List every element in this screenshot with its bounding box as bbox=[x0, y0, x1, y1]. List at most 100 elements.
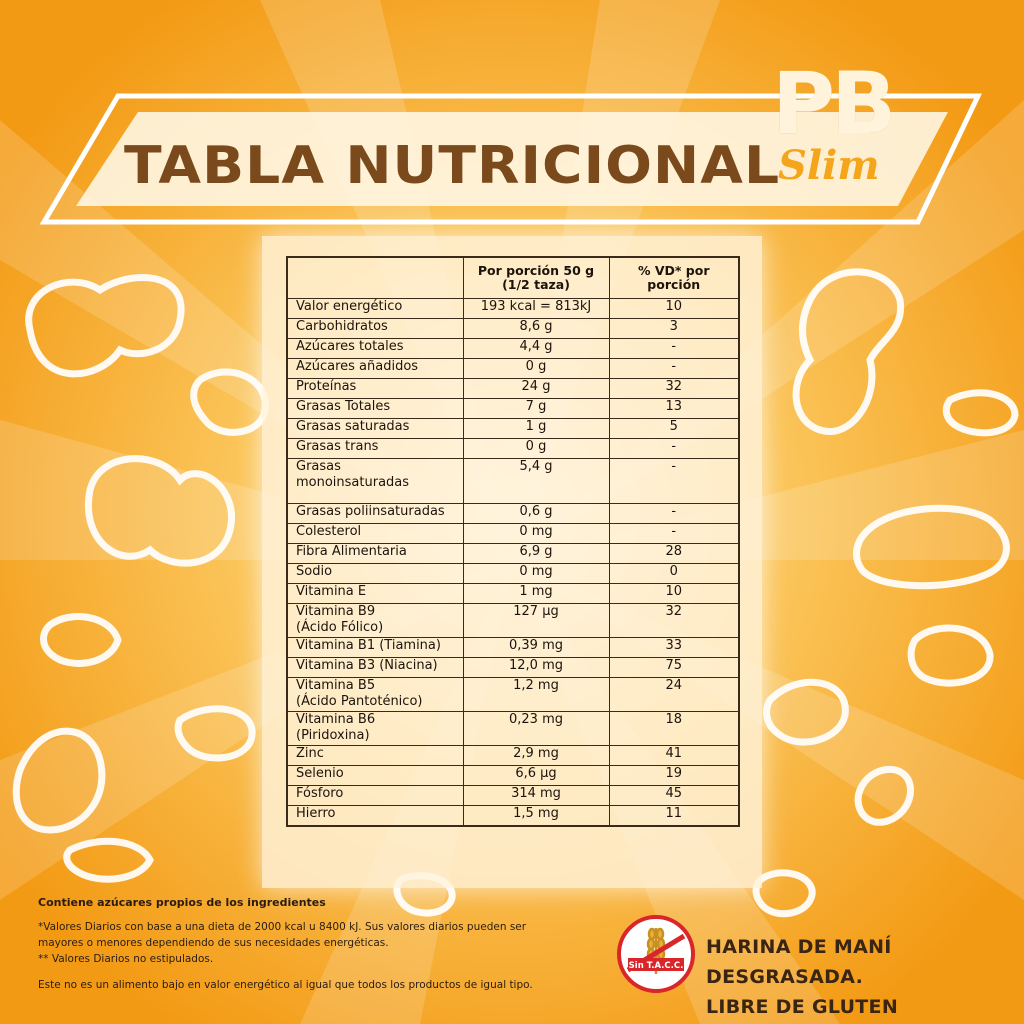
daily-value-percent: - bbox=[608, 438, 740, 459]
daily-value-percent: 13 bbox=[608, 398, 740, 419]
daily-value-percent: - bbox=[608, 358, 740, 379]
daily-value-percent: 24 bbox=[608, 677, 740, 712]
table-row: Vitamina B1 (Tiamina) 0,39 mg 33 bbox=[286, 637, 740, 658]
table-row: Colesterol 0 mg - bbox=[286, 523, 740, 544]
per-serving-value: 1,2 mg bbox=[462, 677, 610, 712]
per-serving-value: 193 kcal = 813kJ bbox=[462, 298, 610, 319]
table-header-row: Por porción 50 g (1/2 taza) % VD* por porc… bbox=[286, 256, 740, 299]
nutrient-name: Carbohidratos bbox=[286, 318, 464, 339]
nutrient-name: Grasas monoinsaturadas bbox=[286, 458, 464, 504]
daily-value-note-1: *Valores Diarios con base a una dieta de… bbox=[38, 921, 527, 933]
nutrient-name: Vitamina E bbox=[286, 583, 464, 604]
table-row: Valor energético 193 kcal = 813kJ 10 bbox=[286, 298, 740, 319]
daily-value-percent: 0 bbox=[608, 563, 740, 584]
table-row: Zinc 2,9 mg 41 bbox=[286, 745, 740, 766]
daily-value-percent: 33 bbox=[608, 637, 740, 658]
nutrition-table: Por porción 50 g (1/2 taza) % VD* por porc… bbox=[286, 256, 740, 827]
per-serving-value: 2,9 mg bbox=[462, 745, 610, 766]
per-serving-value: 314 mg bbox=[462, 785, 610, 806]
brand-logo-slim: Slim bbox=[778, 142, 880, 189]
table-row: Selenio 6,6 µg 19 bbox=[286, 765, 740, 786]
table-row: Grasas trans 0 g- bbox=[286, 438, 740, 459]
daily-value-percent: - bbox=[608, 458, 740, 504]
claim-line-2: LIBRE DE GLUTEN bbox=[706, 996, 899, 1018]
table-row: Vitamina B9 (Ácido Fólico) 127 µg 32 bbox=[286, 603, 740, 638]
nutrient-name: Vitamina B5 (Ácido Pantoténico) bbox=[286, 677, 464, 712]
per-serving-value: 6,6 µg bbox=[462, 765, 610, 786]
page-title: TABLA NUTRICIONAL bbox=[124, 136, 781, 196]
peanut-icon bbox=[12, 727, 106, 834]
table-row: Fósforo 314 mg 45 bbox=[286, 785, 740, 806]
per-serving-value: 0 mg bbox=[462, 523, 610, 544]
daily-value-percent: - bbox=[608, 503, 740, 524]
daily-value-percent: - bbox=[608, 523, 740, 544]
peanut-icon bbox=[85, 455, 236, 567]
daily-value-percent: 32 bbox=[608, 378, 740, 399]
nutrient-name: Grasas saturadas bbox=[286, 418, 464, 439]
per-serving-value: 0,39 mg bbox=[462, 637, 610, 658]
table-row: Grasas poliinsaturadas 0,6 g- bbox=[286, 503, 740, 524]
peanut-icon bbox=[25, 274, 185, 378]
table-row: Azúcares totales 4,4 g- bbox=[286, 338, 740, 359]
peanut-icon bbox=[792, 268, 905, 435]
nutrient-name: Valor energético bbox=[286, 298, 464, 319]
table-row: Vitamina B6 (Piridoxina) 0,23 mg 18 bbox=[286, 711, 740, 746]
header-daily-value: % VD* por porción bbox=[608, 256, 740, 299]
nutrient-name: Zinc bbox=[286, 745, 464, 766]
peanut-icon bbox=[942, 389, 1019, 437]
daily-value-percent: 10 bbox=[608, 583, 740, 604]
table-row: Vitamina B5 (Ácido Pantoténico) 1,2 mg 24 bbox=[286, 677, 740, 712]
per-serving-value: 4,4 g bbox=[462, 338, 610, 359]
peanut-icon bbox=[190, 368, 269, 436]
peanut-icon bbox=[854, 766, 915, 826]
brand-logo-pb: PB bbox=[772, 54, 897, 154]
nutrient-name: Vitamina B6 (Piridoxina) bbox=[286, 711, 464, 746]
daily-value-percent: 75 bbox=[608, 657, 740, 678]
table-row: Sodio 0 mg 0 bbox=[286, 563, 740, 584]
daily-value-percent: 19 bbox=[608, 765, 740, 786]
table-row: Grasas Totales 7 g 13 bbox=[286, 398, 740, 419]
nutrient-name: Hierro bbox=[286, 805, 464, 826]
nutrient-name: Azúcares totales bbox=[286, 338, 464, 359]
table-row: Hierro 1,5 mg 11 bbox=[286, 805, 740, 826]
daily-value-percent: 41 bbox=[608, 745, 740, 766]
per-serving-value: 6,9 g bbox=[462, 543, 610, 564]
per-serving-value: 7 g bbox=[462, 398, 610, 419]
seal-text: Sin T.A.C.C. bbox=[629, 961, 684, 971]
peanut-icon bbox=[853, 504, 1010, 590]
nutrient-name: Azúcares añadidos bbox=[286, 358, 464, 379]
per-serving-value: 12,0 mg bbox=[462, 657, 610, 678]
daily-value-percent: 28 bbox=[608, 543, 740, 564]
per-serving-value: 1 g bbox=[462, 418, 610, 439]
daily-value-percent: 5 bbox=[608, 418, 740, 439]
nutrient-name: Vitamina B3 (Niacina) bbox=[286, 657, 464, 678]
nutrient-name: Vitamina B9 (Ácido Fólico) bbox=[286, 603, 464, 638]
daily-value-percent: 18 bbox=[608, 711, 740, 746]
per-serving-value: 0 g bbox=[462, 358, 610, 379]
table-row: Vitamina B3 (Niacina) 12,0 mg 75 bbox=[286, 657, 740, 678]
title-banner-frame bbox=[39, 93, 982, 225]
per-serving-value: 24 g bbox=[462, 378, 610, 399]
peanut-icon bbox=[752, 869, 816, 918]
daily-value-percent: 32 bbox=[608, 603, 740, 638]
table-row: Azúcares añadidos 0 g- bbox=[286, 358, 740, 379]
per-serving-value: 0 g bbox=[462, 438, 610, 459]
nutrient-name: Colesterol bbox=[286, 523, 464, 544]
per-serving-value: 0 mg bbox=[462, 563, 610, 584]
daily-value-note-2: mayores o menores dependiendo de sus nec… bbox=[38, 937, 389, 949]
nutrient-name: Grasas Totales bbox=[286, 398, 464, 419]
daily-value-percent: 45 bbox=[608, 785, 740, 806]
per-serving-value: 5,4 g bbox=[462, 458, 610, 504]
sugars-note: Contiene azúcares propios de los ingredi… bbox=[38, 896, 326, 909]
nutrient-name: Grasas trans bbox=[286, 438, 464, 459]
gluten-free-seal-icon: Sin T.A.C.C. bbox=[617, 915, 695, 993]
table-row: Fibra Alimentaria 6,9 g 28 bbox=[286, 543, 740, 564]
per-serving-value: 127 µg bbox=[462, 603, 610, 638]
table-row: Grasas monoinsaturadas 5,4 g- bbox=[286, 458, 740, 504]
per-serving-value: 1,5 mg bbox=[462, 805, 610, 826]
peanut-icon bbox=[40, 613, 122, 667]
nutrient-name: Grasas poliinsaturadas bbox=[286, 503, 464, 524]
daily-value-percent: - bbox=[608, 338, 740, 359]
